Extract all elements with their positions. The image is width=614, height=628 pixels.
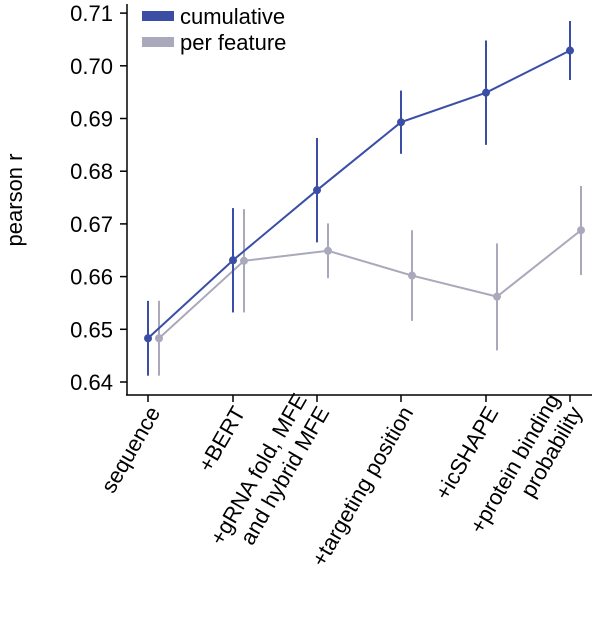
series-layer (144, 21, 585, 376)
y-tick-label: 0.68 (70, 159, 113, 184)
axes (126, 4, 592, 396)
data-point (566, 46, 574, 55)
data-point (155, 334, 163, 343)
y-tick-label: 0.71 (70, 1, 113, 26)
x-tick-label-line: +BERT (193, 402, 250, 476)
data-point (313, 186, 321, 195)
data-point (408, 271, 416, 280)
series-line (158, 229, 582, 339)
data-point (397, 118, 405, 127)
data-point (482, 88, 490, 97)
y-tick-label: 0.65 (70, 317, 113, 342)
y-tick-label: 0.66 (70, 265, 113, 290)
y-tick-label: 0.70 (70, 54, 113, 79)
y-tick-label: 0.69 (70, 107, 113, 132)
data-point (493, 292, 501, 301)
x-ticks: sequence +BERT+gRNA fold, MFEand hybrid M… (96, 389, 587, 571)
series-line (147, 49, 571, 339)
data-point (229, 256, 237, 265)
x-tick-label: sequence (96, 402, 165, 497)
x-tick-label: +BERT (193, 402, 250, 476)
data-point (324, 246, 332, 255)
data-point (144, 334, 152, 343)
legend-label: per feature (180, 30, 286, 55)
legend-label: cumulative (180, 4, 285, 29)
series-cumulative (144, 21, 574, 376)
x-tick-label-line: sequence (96, 402, 165, 497)
legend-swatch (142, 37, 174, 47)
series-per-feature (155, 185, 585, 376)
data-point (240, 256, 248, 265)
data-point (577, 226, 585, 235)
y-tick-label: 0.64 (70, 370, 113, 395)
y-axis-label: pearson r (2, 154, 27, 247)
y-ticks: 0.64 0.65 0.66 0.67 0.68 0.69 0.70 0.71 (70, 1, 127, 395)
legend-swatch (142, 11, 174, 21)
y-tick-label: 0.67 (70, 212, 113, 237)
